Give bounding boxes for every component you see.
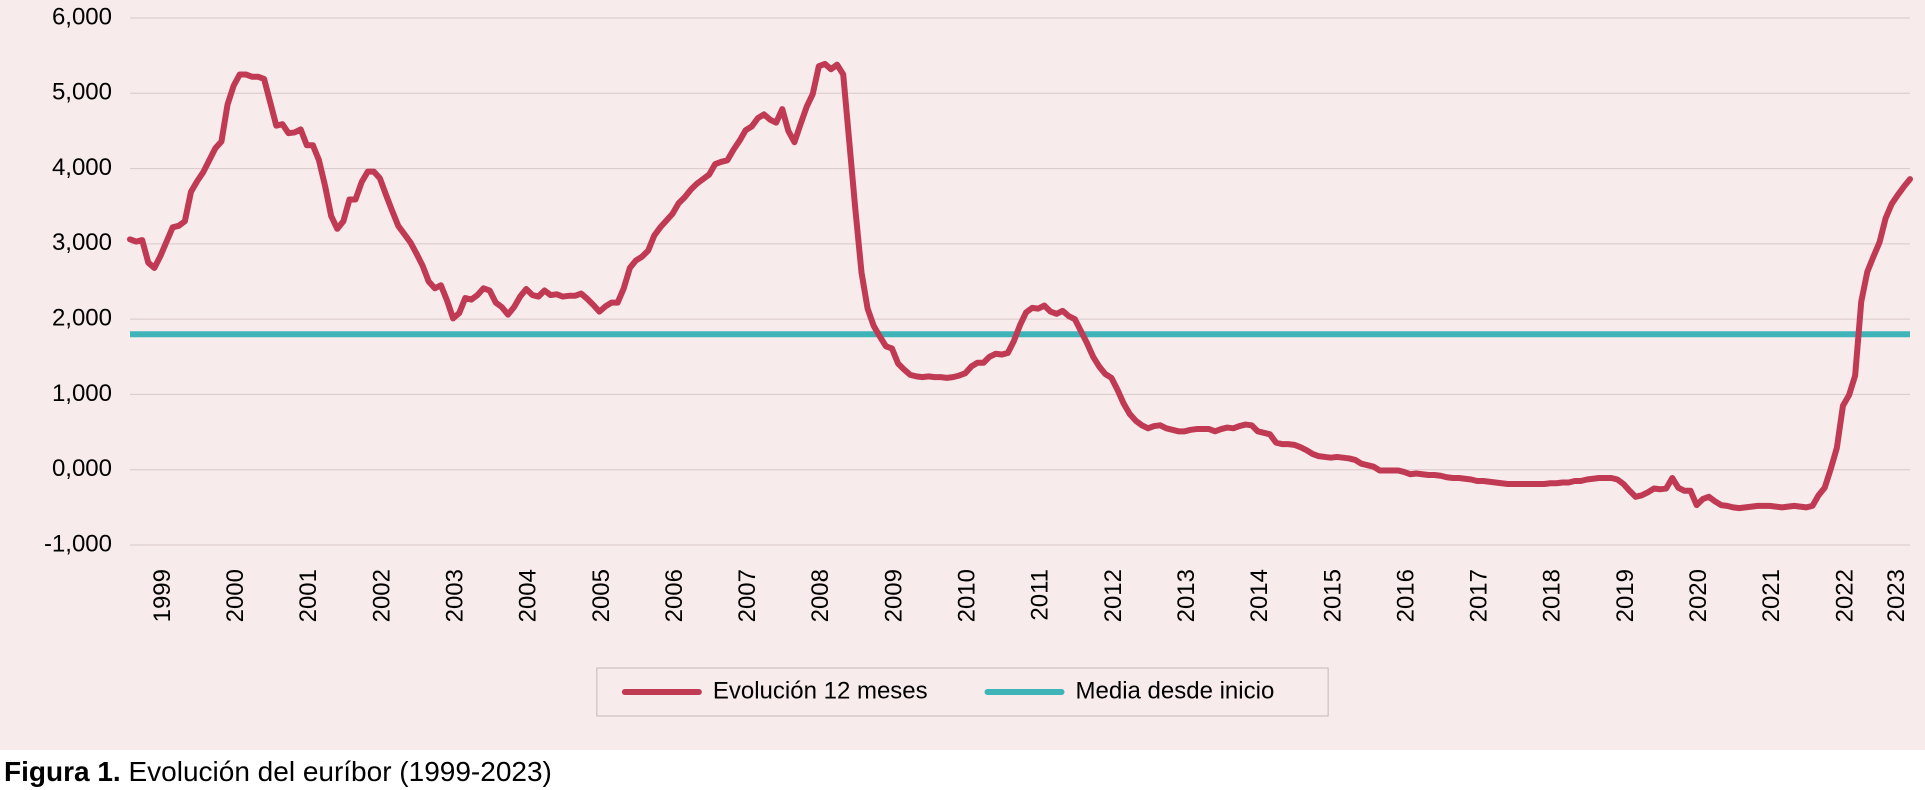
legend-label: Evolución 12 meses [713, 677, 928, 704]
figure-container: -1,000 0,000 1,000 2,000 3,000 4,000 5,000 6,00… [0, 0, 1925, 788]
x-tick-label: 2021 [1758, 569, 1785, 622]
x-tick-label: 2002 [368, 569, 395, 622]
x-tick-label: 2019 [1612, 569, 1639, 622]
x-tick-label: 2023 [1883, 569, 1910, 622]
x-tick-label: 2004 [515, 569, 542, 622]
x-tick-label: 2009 [880, 569, 907, 622]
x-tick-label: 2020 [1685, 569, 1712, 622]
x-tick-label: 1999 [149, 569, 176, 622]
x-tick-label: 2006 [661, 569, 688, 622]
x-tick-label: 2016 [1392, 569, 1419, 622]
y-tick-label: 0,000 [52, 455, 112, 482]
x-tick-label: 2010 [954, 569, 981, 622]
x-tick-label: 2018 [1539, 569, 1566, 622]
chart-area: -1,000 0,000 1,000 2,000 3,000 4,000 5,000 6,00… [0, 0, 1925, 750]
legend-label: Media desde inicio [1076, 677, 1275, 704]
x-tick-label: 2005 [588, 569, 615, 622]
y-tick-label: 2,000 [52, 304, 112, 331]
x-tick-label: 2013 [1173, 569, 1200, 622]
caption-text: Evolución del euríbor (1999-2023) [121, 756, 552, 787]
x-tick-label: 2001 [295, 569, 322, 622]
x-tick-label: 2008 [807, 569, 834, 622]
figure-caption: Figura 1. Evolución del euríbor (1999-20… [0, 750, 1925, 788]
x-tick-label: 2017 [1466, 569, 1493, 622]
x-tick-label: 2000 [222, 569, 249, 622]
y-tick-label: 6,000 [52, 3, 112, 30]
x-tick-label: 2007 [734, 569, 761, 622]
y-tick-label: -1,000 [44, 530, 112, 557]
x-tick-label: 2015 [1319, 569, 1346, 622]
euribor-chart: -1,000 0,000 1,000 2,000 3,000 4,000 5,000 6,00… [0, 0, 1925, 750]
x-tick-label: 2012 [1100, 569, 1127, 622]
caption-label: Figura 1. [4, 756, 121, 787]
x-tick-label: 2011 [1027, 569, 1054, 621]
y-tick-label: 5,000 [52, 79, 112, 106]
x-tick-label: 2003 [441, 569, 468, 622]
y-tick-label: 4,000 [52, 154, 112, 181]
x-tick-label: 2014 [1246, 569, 1273, 622]
x-tick-label: 2022 [1831, 569, 1858, 622]
y-tick-label: 1,000 [52, 380, 112, 407]
y-tick-label: 3,000 [52, 229, 112, 256]
